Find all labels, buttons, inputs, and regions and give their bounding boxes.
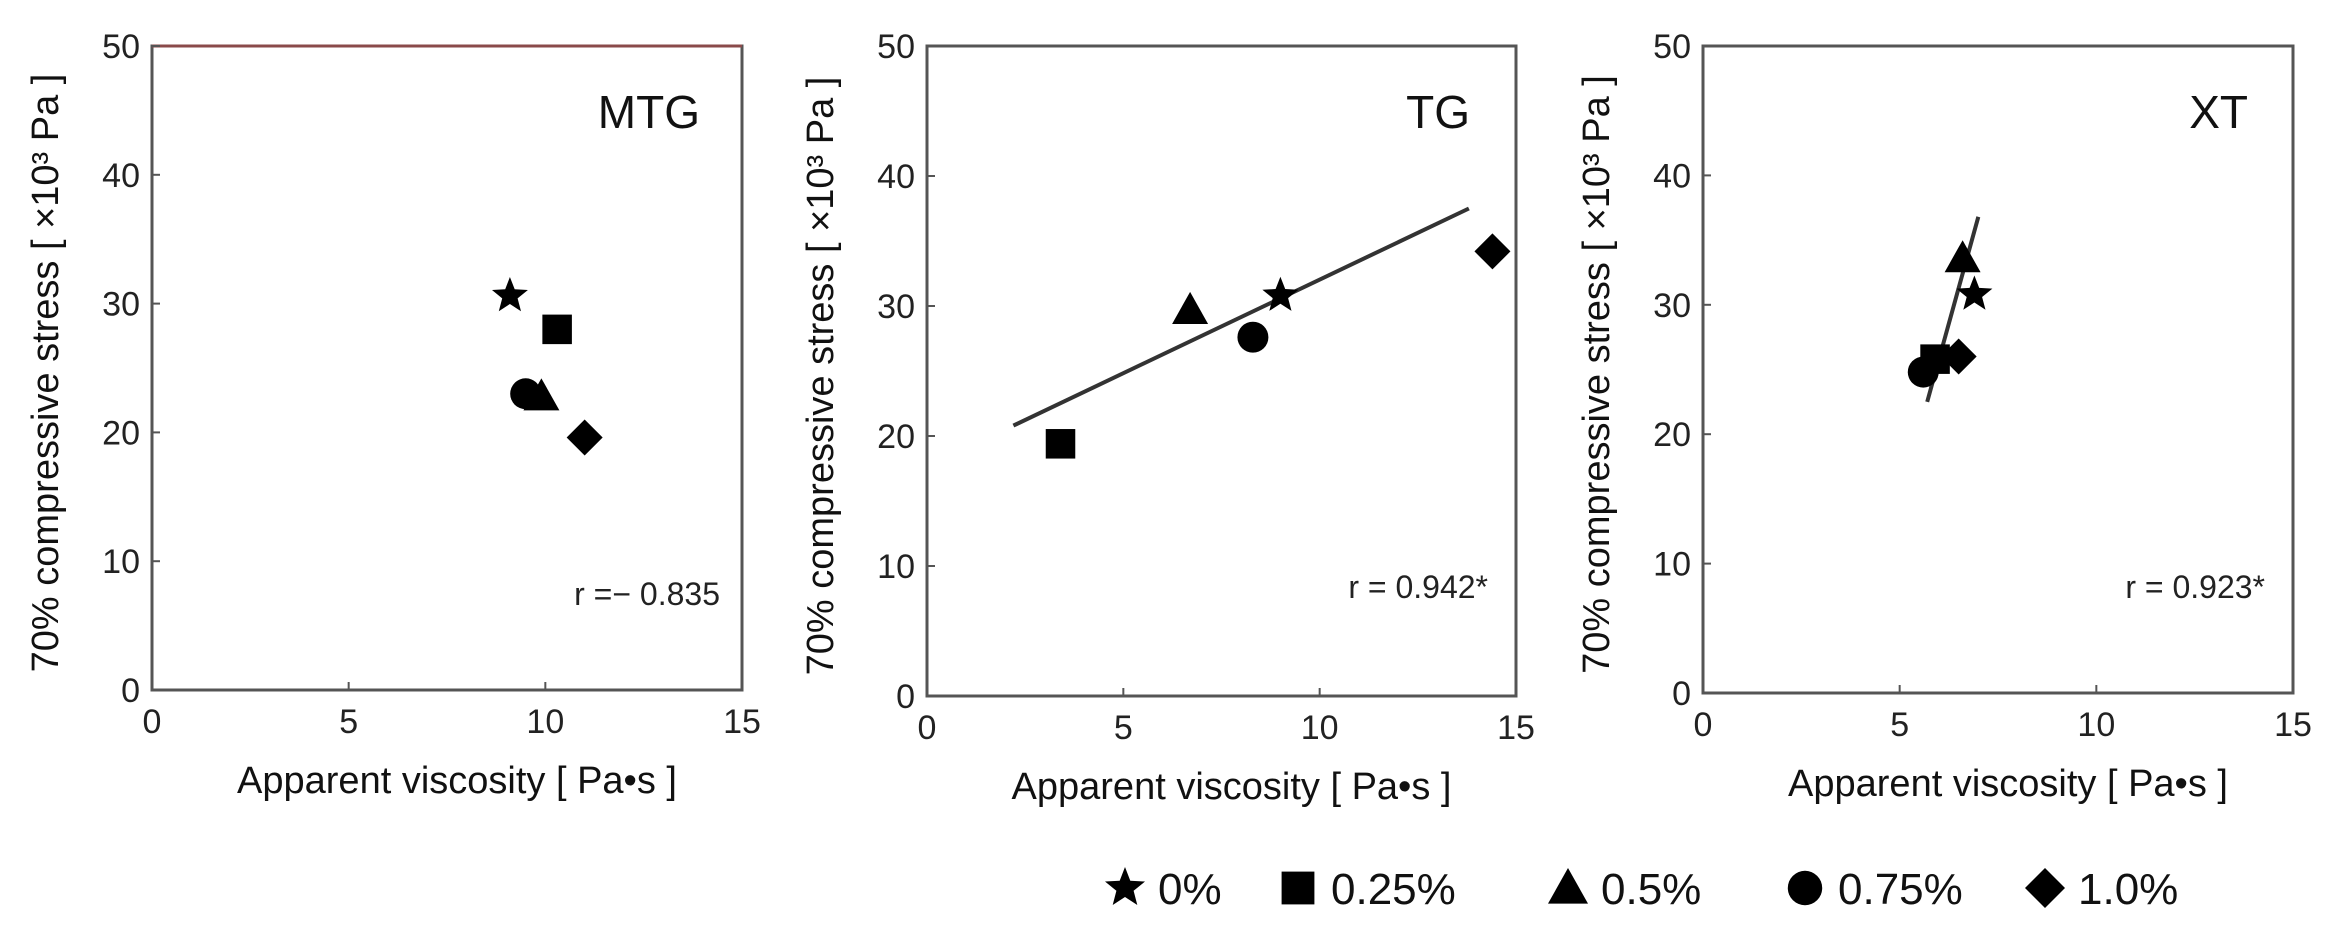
y-axis-label: 70% compressive stress [ ×10³ Pa ] — [1576, 75, 1618, 674]
y-tick-label: 40 — [102, 157, 140, 195]
panel-title: XT — [2189, 86, 2248, 138]
plot-frame — [1701, 44, 2295, 695]
data-point-star — [492, 277, 528, 312]
data-point-triangle — [1172, 291, 1209, 324]
data-point-star — [1262, 276, 1299, 311]
data-point-diamond — [1940, 338, 1977, 375]
y-axis-label: 70% compressive stress [ ×10³ Pa ] — [25, 74, 67, 673]
x-tick-label: 0 — [918, 709, 937, 747]
x-tick-label: 5 — [339, 703, 358, 741]
data-point-circle — [1907, 356, 1939, 388]
data-point-triangle — [1944, 240, 1981, 273]
panel-title: TG — [1406, 86, 1470, 138]
legend-label: 0.5% — [1601, 865, 1701, 914]
x-axis-label: Apparent viscosity [ Pa•s ] — [1788, 763, 2228, 805]
legend-item: 0.25% — [1281, 865, 1456, 914]
correlation-annotation: r = 0.942* — [1348, 569, 1488, 605]
legend-label: 0.25% — [1331, 865, 1456, 914]
data-point-star — [1956, 275, 1993, 310]
x-tick-label: 5 — [1890, 706, 1909, 744]
data-point-square — [1045, 429, 1076, 459]
regression-line — [1012, 206, 1470, 428]
y-tick-label: 20 — [1653, 416, 1691, 454]
legend-label: 0% — [1158, 865, 1222, 914]
legend-item: 0% — [1105, 865, 1222, 914]
y-tick-label: 30 — [877, 288, 915, 326]
x-tick-label: 0 — [1694, 706, 1713, 744]
y-tick-label: 50 — [877, 28, 915, 66]
panel-tg: 0 10 20 30 40 50 0 5 10 15 Apparent viscosity [ Pa… — [800, 28, 1535, 808]
y-tick-label: 10 — [102, 543, 140, 581]
x-tick-label: 5 — [1114, 709, 1133, 747]
y-tick-label: 40 — [1653, 157, 1691, 195]
data-point-diamond — [566, 419, 603, 456]
panel-title: MTG — [598, 86, 700, 138]
x-tick-label: 15 — [723, 703, 761, 741]
y-tick-label: 20 — [102, 414, 140, 452]
data-point-circle — [1237, 321, 1269, 353]
y-tick-label: 40 — [877, 158, 915, 196]
legend-label: 0.75% — [1838, 865, 1963, 914]
y-tick-label: 0 — [1672, 675, 1691, 713]
x-tick-label: 15 — [2274, 706, 2312, 744]
correlation-annotation: r =− 0.835 — [574, 576, 720, 612]
circle-icon — [1787, 870, 1823, 906]
square-icon — [1281, 871, 1315, 905]
x-tick-label: 10 — [1301, 709, 1339, 747]
legend: 0% 0.25% 0.5% 0.75% 1.0% — [1105, 865, 2178, 914]
x-tick-label: 0 — [143, 703, 162, 741]
x-tick-label: 10 — [2077, 706, 2115, 744]
legend-item: 0.5% — [1548, 865, 1701, 914]
y-tick-label: 50 — [1653, 28, 1691, 66]
y-tick-label: 10 — [877, 548, 915, 586]
data-point-circle — [510, 378, 542, 410]
x-axis-label: Apparent viscosity [ Pa•s ] — [1012, 766, 1452, 808]
star-icon — [1105, 867, 1145, 905]
y-tick-label: 20 — [877, 418, 915, 456]
data-point-diamond — [1474, 233, 1511, 270]
triangle-icon — [1548, 868, 1588, 904]
y-tick-label: 30 — [102, 286, 140, 324]
y-tick-label: 0 — [121, 672, 140, 710]
correlation-annotation: r = 0.923* — [2125, 569, 2265, 605]
diamond-icon — [2025, 868, 2065, 908]
panel-mtg: 0 10 20 30 40 50 0 5 10 15 Apparent viscosity [ Pa… — [25, 28, 761, 802]
plot-frame — [925, 44, 1518, 698]
panel-xt: 0 10 20 30 40 50 0 5 10 15 Apparent viscosity [ Pa… — [1576, 28, 2312, 805]
x-tick-label: 10 — [526, 703, 564, 741]
legend-item: 0.75% — [1787, 865, 1963, 914]
y-tick-label: 10 — [1653, 546, 1691, 584]
legend-item: 1.0% — [2025, 865, 2178, 914]
legend-label: 1.0% — [2078, 865, 2178, 914]
y-tick-label: 50 — [102, 28, 140, 66]
y-tick-label: 30 — [1653, 287, 1691, 325]
x-tick-label: 15 — [1497, 709, 1535, 747]
y-tick-label: 0 — [896, 678, 915, 716]
x-axis-label: Apparent viscosity [ Pa•s ] — [237, 760, 677, 802]
y-axis-label: 70% compressive stress [ ×10³ Pa ] — [800, 77, 842, 676]
data-point-square — [542, 314, 572, 345]
